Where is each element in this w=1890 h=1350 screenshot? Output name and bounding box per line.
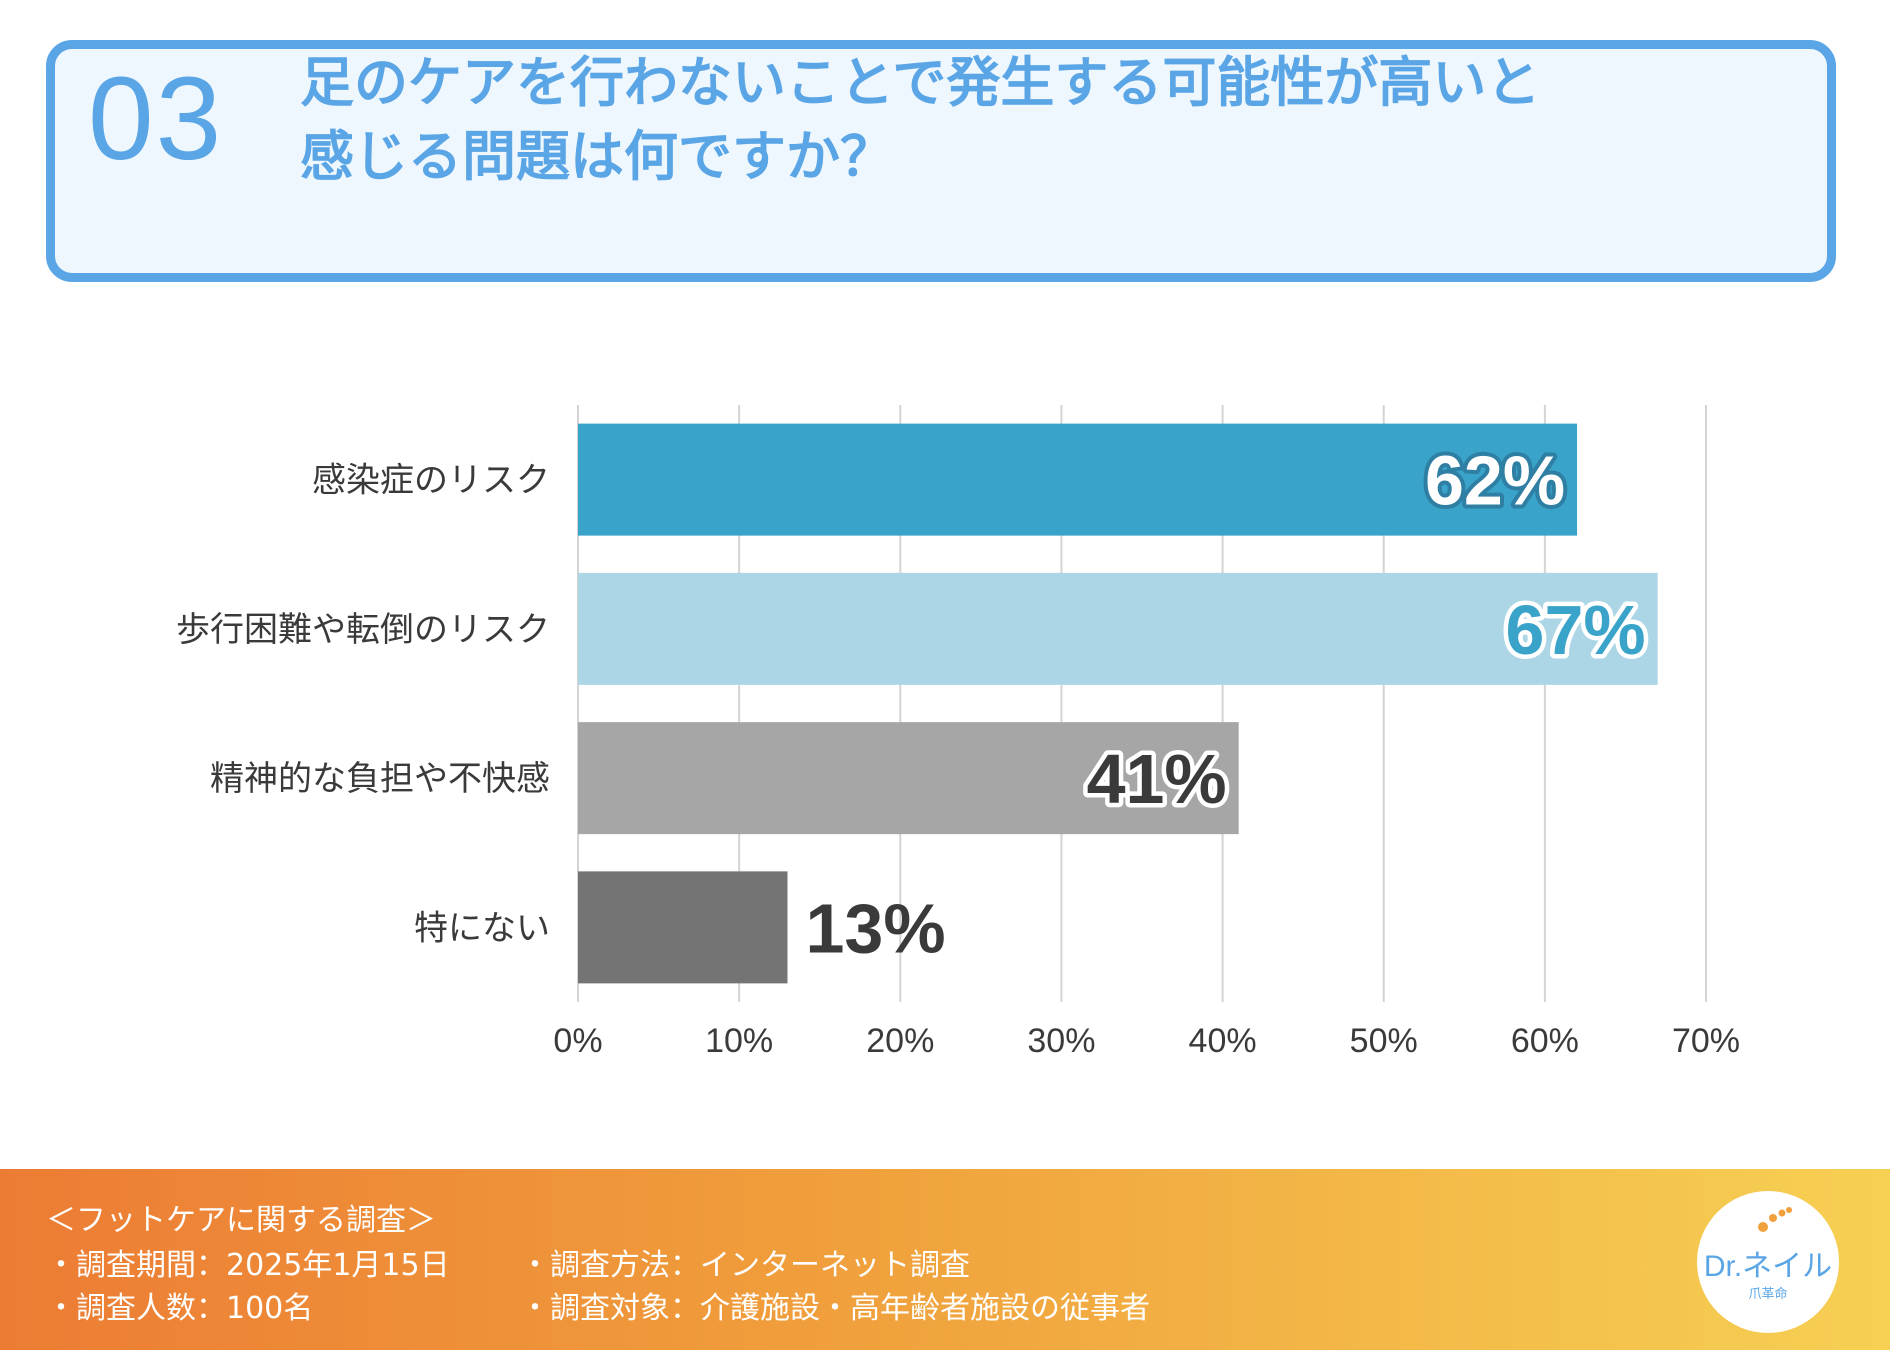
survey-count: ・調査人数：100名 [46,1291,314,1326]
category-label: 精神的な負担や不快感 [210,759,550,799]
survey-title: ＜フットケアに関する調査＞ [46,1203,436,1238]
bar [578,423,1578,536]
logo-text: Dr.ネイル [1703,1250,1833,1283]
bar-chart: 0% 10% 20% 30% 40% 50% 60% 70% 感染症のリスク 62% 歩行困難や転倒… [176,405,1740,1060]
category-label: 歩行困難や転倒のリスク [176,610,550,650]
x-tick-label: 60% [1511,1022,1579,1060]
survey-footer: ＜フットケアに関する調査＞ ・調査期間：2025年1月15日 ・調査人数：100… [0,1169,1890,1350]
question-title-line-1: 足のケアを行わないことで発生する可能性が高いと [300,51,1541,114]
dr-nail-logo: Dr.ネイル 爪革命 [1697,1191,1839,1333]
x-tick-label: 10% [705,1022,773,1060]
question-title: 足のケアを行わないことで発生する可能性が高いと 感じる問題は何ですか？ [300,46,1730,194]
bar [578,572,1658,685]
survey-target: ・調査対象：介護施設・高年齢者施設の従事者 [520,1291,1150,1326]
x-tick-label: 50% [1350,1022,1418,1060]
data-label: 13% [805,889,945,967]
x-tick-label: 20% [866,1022,934,1060]
survey-period: ・調査期間：2025年1月15日 [46,1248,450,1283]
footprint-icon [1758,1207,1792,1232]
category-label: 特にない [414,908,550,948]
survey-method: ・調査方法：インターネット調査 [520,1248,970,1283]
logo-subtext: 爪革命 [1748,1287,1788,1302]
data-label: 62% [1425,442,1565,520]
bar [578,722,1239,835]
category-label: 感染症のリスク [312,461,550,501]
x-tick-label: 40% [1189,1022,1257,1060]
question-number: 03 [88,53,224,185]
data-label: 67% [1506,591,1646,669]
x-tick-label: 0% [553,1022,602,1060]
bar [578,871,788,984]
x-tick-label: 30% [1027,1022,1095,1060]
question-title-line-2: 感じる問題は何ですか？ [300,125,894,188]
x-tick-label: 70% [1672,1022,1740,1060]
question-header [46,40,1836,282]
data-label: 41% [1087,740,1227,818]
